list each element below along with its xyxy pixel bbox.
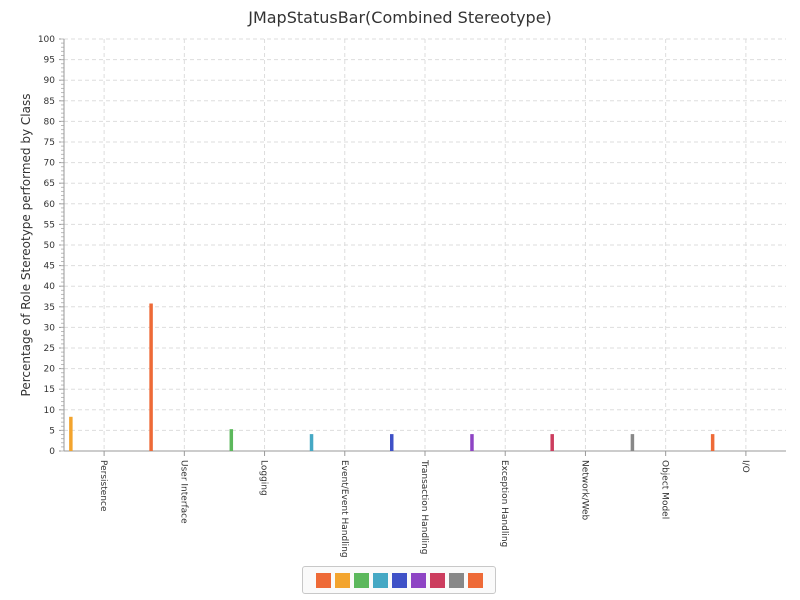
x-tick-label: Event/Event Handling <box>339 460 349 558</box>
y-tick-label: 10 <box>44 406 56 416</box>
x-tick-label: User Interface <box>178 460 188 524</box>
x-tick-label: Transaction Handling <box>419 459 429 554</box>
legend <box>302 566 496 594</box>
y-tick-label: 15 <box>44 385 55 395</box>
y-axis-label: Percentage of Role Stereotype performed … <box>19 94 33 397</box>
y-tick-label: 45 <box>44 262 55 272</box>
legend-swatch <box>334 572 350 588</box>
bar <box>229 429 234 451</box>
y-tick-label: 20 <box>44 365 56 375</box>
chart-title: JMapStatusBar(Combined Stereotype) <box>247 8 552 27</box>
y-tick-label: 40 <box>44 282 56 292</box>
y-tick-label: 35 <box>44 303 55 313</box>
legend-swatch <box>448 572 464 588</box>
x-tick-label: Logging <box>259 460 269 496</box>
legend-swatch <box>353 572 369 588</box>
x-tick-labels: Persistence User Interface Logging Event/Ev… <box>98 459 750 558</box>
y-tick-label: 5 <box>49 426 55 436</box>
y-tick-label: 50 <box>44 241 56 251</box>
legend-swatch <box>410 572 426 588</box>
y-tick-label: 55 <box>44 220 55 230</box>
y-tick-label: 70 <box>44 159 56 169</box>
bar <box>710 434 715 451</box>
y-tick-labels: 0 5 10 15 20 25 30 35 40 45 50 55 60 65 70 75 80 85 90 95 10… <box>38 35 55 457</box>
axes <box>59 38 786 456</box>
bar <box>390 434 394 451</box>
legend-swatch <box>315 572 331 588</box>
bar <box>69 416 73 451</box>
y-tick-label: 0 <box>49 447 55 457</box>
x-tick-label: Network/Web <box>579 460 589 521</box>
grid <box>64 38 786 451</box>
y-tick-label: 75 <box>44 138 55 148</box>
legend-swatch <box>429 572 445 588</box>
x-tick-label: Persistence <box>98 460 108 512</box>
bar <box>470 434 474 451</box>
y-tick-label: 25 <box>44 344 55 354</box>
legend-swatch <box>372 572 388 588</box>
bar <box>149 303 153 451</box>
y-tick-label: 100 <box>38 35 55 45</box>
x-tick-label: I/O <box>740 460 750 473</box>
y-tick-label: 30 <box>44 323 56 333</box>
y-tick-label: 80 <box>44 117 56 127</box>
x-tick-label: Object Model <box>660 460 670 519</box>
y-tick-label: 90 <box>44 76 56 86</box>
legend-swatch <box>391 572 407 588</box>
bars <box>69 303 715 451</box>
y-tick-label: 85 <box>44 97 55 107</box>
bar <box>309 434 314 451</box>
y-tick-label: 60 <box>44 200 56 210</box>
legend-swatch <box>467 572 483 588</box>
bar <box>630 434 635 451</box>
bar <box>550 434 554 451</box>
y-tick-label: 95 <box>44 56 55 66</box>
y-tick-label: 65 <box>44 179 55 189</box>
x-tick-label: Exception Handling <box>499 460 509 547</box>
